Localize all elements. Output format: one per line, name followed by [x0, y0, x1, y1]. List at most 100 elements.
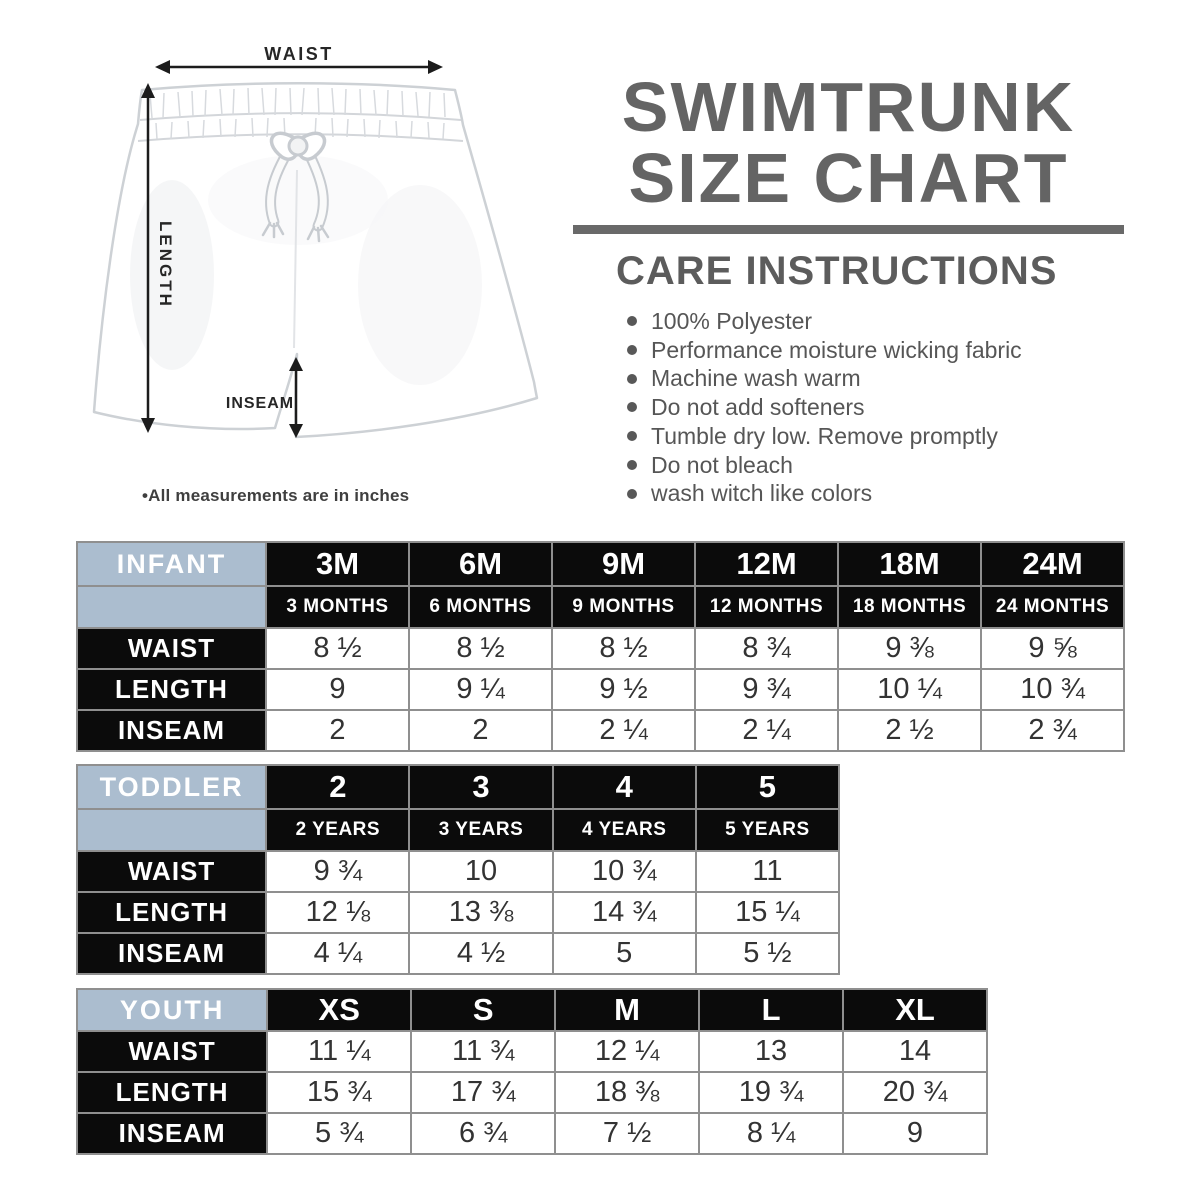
care-item: Do not add softeners: [627, 393, 1022, 422]
value-cell: 9 ¾: [694, 668, 839, 711]
value-cell: 8 ½: [551, 627, 696, 670]
size-header-cell: 12M: [694, 541, 839, 587]
value-cell: 9 ¼: [408, 668, 553, 711]
value-cell: 11 ¾: [410, 1030, 557, 1073]
table-row: 2 YEARS 3 YEARS 4 YEARS 5 YEARS: [75, 808, 841, 852]
waistband-seam-1: [139, 112, 462, 121]
value-cell: 17 ¾: [410, 1071, 557, 1114]
value-cell: 9 ½: [551, 668, 696, 711]
table-row: 3 MONTHS 6 MONTHS 9 MONTHS 12 MONTHS 18 …: [76, 585, 1125, 629]
size-sublabel-cell: 5 YEARS: [694, 808, 841, 852]
fabric-shade-left: [130, 180, 214, 370]
table-row: INSEAM 2 2 2 ¼ 2 ¼ 2 ½ 2 ¾: [76, 709, 1125, 752]
measurements-footnote: •All measurements are in inches: [142, 486, 410, 505]
length-measure-arrow: [141, 83, 155, 433]
value-cell: 4 ½: [408, 932, 554, 975]
table-row: INFANT 3M 6M 9M 12M 18M 24M: [76, 541, 1125, 587]
size-header-cell: 24M: [980, 541, 1125, 587]
bullet-icon: [627, 488, 637, 499]
fabric-shade-center: [208, 155, 388, 245]
value-cell: 12 ¼: [554, 1030, 701, 1073]
care-item: 100% Polyester: [627, 307, 1022, 336]
size-header-cell: 9M: [551, 541, 696, 587]
group-header-cell: YOUTH: [75, 988, 269, 1032]
care-item: Tumble dry low. Remove promptly: [627, 422, 1022, 451]
length-label: LENGTH: [156, 221, 175, 309]
table-row: YOUTH XS S M L XL: [75, 988, 988, 1032]
waist-label: WAIST: [264, 44, 334, 64]
value-cell: 10 ¾: [551, 850, 697, 893]
table-row: TODDLER 2 3 4 5: [75, 764, 841, 810]
value-cell: 9 ⅜: [837, 627, 982, 670]
value-cell: 7 ½: [554, 1112, 701, 1155]
row-label-cell: WAIST: [75, 1030, 269, 1073]
size-sublabel-cell: 24 MONTHS: [980, 585, 1125, 629]
table-row: LENGTH 9 9 ¼ 9 ½ 9 ¾ 10 ¼ 10 ¾: [76, 668, 1125, 711]
bullet-icon: [627, 402, 637, 413]
row-label-cell: INSEAM: [75, 932, 268, 975]
youth-size-table: YOUTH XS S M L XL WAIST 11 ¼ 11 ¾ 12 ¼ 1…: [75, 988, 988, 1155]
care-item: wash witch like colors: [627, 479, 1022, 508]
care-item-text: Tumble dry low. Remove promptly: [651, 422, 998, 449]
size-header-cell: 5: [694, 764, 841, 810]
shorts-measurement-diagram: WAIST LENGTH INSEAM: [80, 20, 580, 490]
value-cell: 11: [694, 850, 841, 893]
size-header-cell: S: [410, 988, 557, 1032]
value-cell: 15 ¼: [694, 891, 841, 934]
inseam-label: INSEAM: [226, 395, 294, 412]
row-label-cell: LENGTH: [75, 1071, 269, 1114]
value-cell: 8 ¼: [698, 1112, 844, 1155]
row-label-cell: WAIST: [75, 850, 268, 893]
value-cell: 9: [265, 668, 410, 711]
care-instructions-heading: CARE INSTRUCTIONS: [616, 249, 1058, 293]
value-cell: 8 ¾: [694, 627, 839, 670]
size-header-cell: 18M: [837, 541, 982, 587]
chart-title-line1: SWIMTRUNK: [621, 68, 1076, 146]
value-cell: 9 ¾: [265, 850, 411, 893]
value-cell: 2 ½: [837, 709, 982, 752]
row-label-cell: INSEAM: [75, 1112, 269, 1155]
bullet-icon: [627, 345, 637, 356]
toddler-size-table: TODDLER 2 3 4 5 2 YEARS 3 YEARS 4 YEARS …: [75, 764, 841, 975]
group-spacer-cell: [75, 808, 268, 852]
size-sublabel-cell: 3 MONTHS: [265, 585, 410, 629]
size-header-cell: 3M: [265, 541, 410, 587]
care-item-text: Machine wash warm: [651, 365, 861, 392]
value-cell: 9: [842, 1112, 988, 1155]
size-header-cell: L: [698, 988, 844, 1032]
table-row: INSEAM 4 ¼ 4 ½ 5 5 ½: [75, 932, 841, 975]
fly-seam: [293, 169, 298, 349]
value-cell: 2: [408, 709, 553, 752]
size-sublabel-cell: 6 MONTHS: [408, 585, 553, 629]
value-cell: 10: [408, 850, 554, 893]
waistband-gathers-top: [149, 87, 446, 119]
value-cell: 8 ½: [265, 627, 410, 670]
size-sublabel-cell: 4 YEARS: [551, 808, 697, 852]
chart-title-line2: SIZE CHART: [628, 139, 1069, 217]
value-cell: 15 ¾: [266, 1071, 413, 1114]
size-header-cell: M: [554, 988, 701, 1032]
value-cell: 2 ¼: [694, 709, 839, 752]
care-item-text: Do not bleach: [651, 451, 793, 478]
value-cell: 2 ¼: [551, 709, 696, 752]
value-cell: 10 ¾: [980, 668, 1125, 711]
table-row: WAIST 11 ¼ 11 ¾ 12 ¼ 13 14: [75, 1030, 988, 1073]
value-cell: 12 ⅛: [265, 891, 411, 934]
size-header-cell: 6M: [408, 541, 553, 587]
table-row: WAIST 8 ½ 8 ½ 8 ½ 8 ¾ 9 ⅜ 9 ⅝: [76, 627, 1125, 670]
value-cell: 18 ⅜: [554, 1071, 701, 1114]
size-header-cell: 2: [265, 764, 411, 810]
infant-size-table: INFANT 3M 6M 9M 12M 18M 24M 3 MONTHS 6 M…: [76, 541, 1125, 752]
care-item: Do not bleach: [627, 451, 1022, 480]
chart-title: SWIMTRUNK SIZE CHART: [573, 72, 1124, 214]
value-cell: 11 ¼: [266, 1030, 413, 1073]
size-header-cell: 3: [408, 764, 554, 810]
value-cell: 9 ⅝: [980, 627, 1125, 670]
table-row: LENGTH 12 ⅛ 13 ⅜ 14 ¾ 15 ¼: [75, 891, 841, 934]
value-cell: 5 ¾: [266, 1112, 413, 1155]
bullet-icon: [627, 373, 637, 384]
size-sublabel-cell: 2 YEARS: [265, 808, 411, 852]
title-divider: [573, 225, 1124, 234]
group-header-cell: INFANT: [76, 541, 267, 587]
value-cell: 4 ¼: [265, 932, 411, 975]
